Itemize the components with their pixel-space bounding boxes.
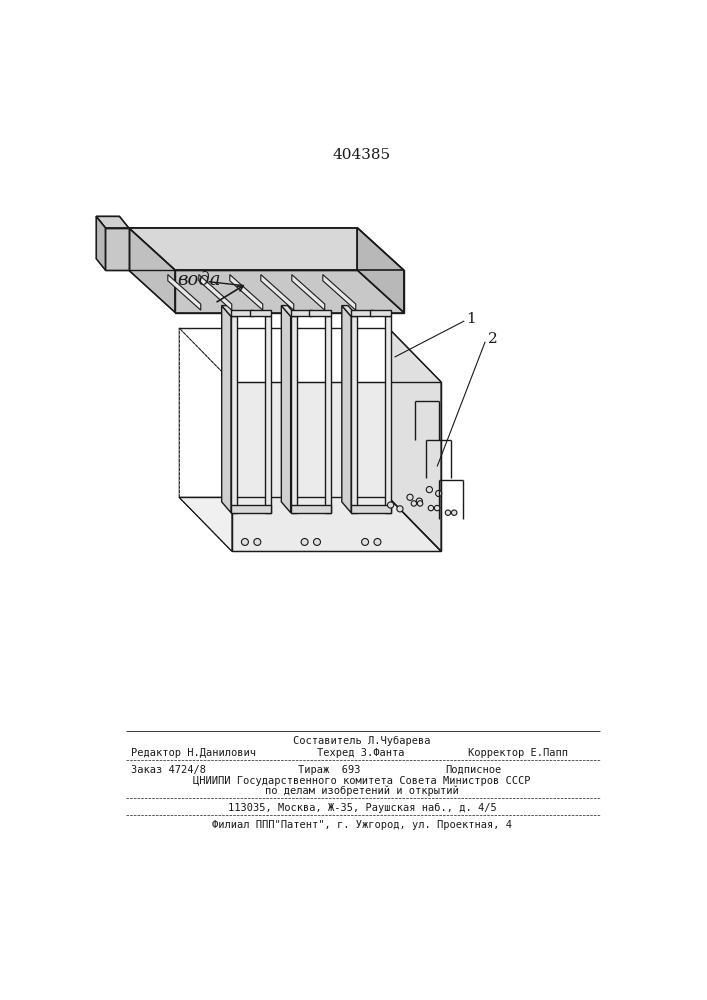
Polygon shape	[231, 505, 271, 513]
Circle shape	[411, 501, 416, 506]
Text: ЦНИИПИ Государственного комитета Совета Министров СССР: ЦНИИПИ Государственного комитета Совета …	[193, 776, 531, 786]
Text: вода: вода	[177, 271, 221, 289]
Polygon shape	[385, 316, 392, 513]
Text: Филиал ППП"Патент", г. Ужгород, ул. Проектная, 4: Филиал ППП"Патент", г. Ужгород, ул. Прое…	[212, 820, 512, 830]
Text: Тираж  693: Тираж 693	[298, 765, 360, 775]
Polygon shape	[325, 316, 331, 513]
Polygon shape	[291, 316, 297, 513]
Circle shape	[428, 505, 433, 511]
Polygon shape	[261, 275, 293, 310]
Polygon shape	[129, 228, 404, 270]
Text: 113035, Москва, Ж-35, Раушская наб., д. 4/5: 113035, Москва, Ж-35, Раушская наб., д. …	[228, 803, 496, 813]
Circle shape	[301, 538, 308, 545]
Circle shape	[361, 538, 368, 545]
Polygon shape	[370, 310, 392, 316]
Polygon shape	[351, 505, 392, 513]
Polygon shape	[222, 306, 231, 513]
Polygon shape	[281, 306, 297, 316]
Polygon shape	[309, 310, 331, 316]
Polygon shape	[232, 382, 441, 551]
Circle shape	[313, 538, 320, 545]
Text: Составитель Л.Чубарева: Составитель Л.Чубарева	[293, 736, 431, 746]
Polygon shape	[175, 270, 404, 312]
Text: 1: 1	[467, 312, 477, 326]
Polygon shape	[281, 306, 291, 513]
Circle shape	[417, 501, 423, 506]
Polygon shape	[388, 328, 441, 551]
Circle shape	[436, 490, 442, 497]
Polygon shape	[222, 306, 237, 316]
Text: по делам изобретений и открытий: по делам изобретений и открытий	[265, 785, 459, 796]
Circle shape	[387, 502, 394, 508]
Polygon shape	[168, 275, 201, 310]
Polygon shape	[323, 275, 356, 310]
Polygon shape	[96, 216, 129, 228]
Polygon shape	[265, 316, 271, 513]
Polygon shape	[199, 275, 232, 310]
Polygon shape	[351, 316, 357, 513]
Text: Подписное: Подписное	[445, 765, 501, 775]
Circle shape	[416, 498, 422, 504]
Polygon shape	[230, 275, 263, 310]
Circle shape	[452, 510, 457, 515]
Text: Техред З.Фанта: Техред З.Фанта	[317, 748, 404, 758]
Polygon shape	[105, 228, 129, 270]
Polygon shape	[292, 275, 325, 310]
Polygon shape	[96, 216, 105, 270]
Text: Заказ 4724/8: Заказ 4724/8	[131, 765, 206, 775]
Text: 404385: 404385	[333, 148, 391, 162]
Circle shape	[397, 506, 403, 512]
Polygon shape	[351, 310, 373, 316]
Text: Корректор Е.Папп: Корректор Е.Папп	[468, 748, 568, 758]
Circle shape	[434, 505, 440, 511]
Circle shape	[374, 538, 381, 545]
Circle shape	[426, 487, 433, 493]
Polygon shape	[231, 310, 252, 316]
Polygon shape	[357, 228, 404, 312]
Polygon shape	[291, 505, 331, 513]
Text: Редактор Н.Данилович: Редактор Н.Данилович	[131, 748, 256, 758]
Circle shape	[254, 538, 261, 545]
Polygon shape	[129, 228, 175, 312]
Circle shape	[241, 538, 248, 545]
Polygon shape	[341, 306, 357, 316]
Circle shape	[407, 494, 413, 500]
Polygon shape	[179, 497, 441, 551]
Polygon shape	[231, 316, 237, 513]
Polygon shape	[291, 310, 312, 316]
Text: 2: 2	[488, 332, 497, 346]
Polygon shape	[250, 310, 271, 316]
Polygon shape	[341, 306, 351, 513]
Circle shape	[445, 510, 450, 515]
